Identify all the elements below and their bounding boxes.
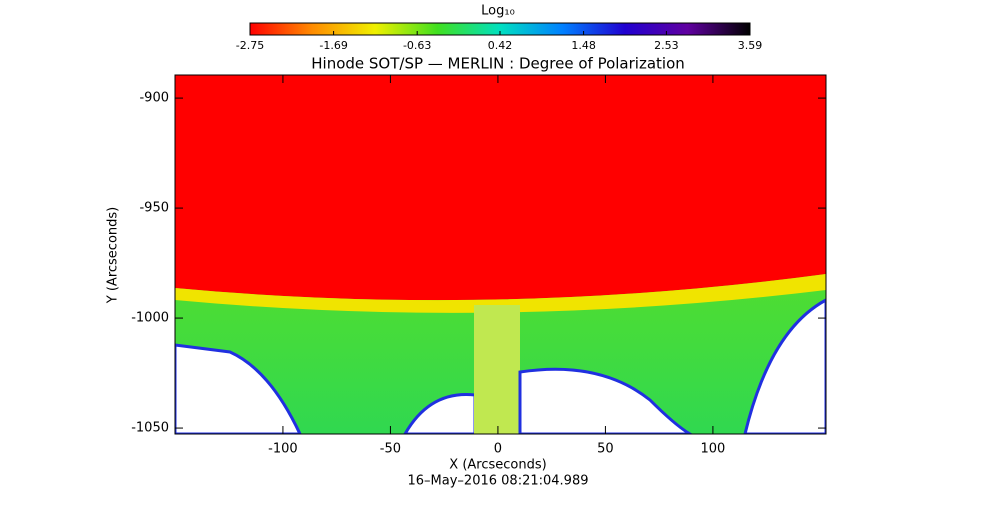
colorbar-tick-label: 2.53	[654, 39, 679, 52]
offdisk-right	[518, 367, 693, 434]
colorbar-tick-label: 3.59	[738, 39, 763, 52]
x-tick-label: 50	[597, 442, 614, 457]
colorbar-tick-label: -1.69	[319, 39, 347, 52]
y-tick-label: -900	[139, 91, 169, 106]
plot-frame	[174, 74, 827, 435]
x-tick-label: -100	[268, 442, 298, 457]
y-tick-label: -1000	[131, 311, 169, 326]
limb-region	[175, 75, 826, 301]
date-label: 16–May–2016 08:21:04.989	[408, 474, 589, 489]
x-tick-label: -50	[380, 442, 401, 457]
y-tick-label: -1050	[131, 421, 169, 436]
colorbar-label: Log₁₀	[481, 4, 515, 19]
chart-title: Hinode SOT/SP — MERLIN : Degree of Polar…	[311, 55, 685, 73]
x-axis-label: X (Arcseconds)	[449, 458, 546, 473]
y-tick-label: -950	[139, 201, 169, 216]
solar-image	[175, 75, 826, 434]
slit-strip	[474, 305, 520, 434]
colorbar-tick-label: -0.63	[403, 39, 431, 52]
colorbar-tick-label: 0.42	[488, 39, 513, 52]
limb-band	[175, 274, 826, 313]
colorbar-tick-label: -2.75	[236, 39, 264, 52]
y-axis-label: Y (Arcseconds)	[106, 207, 121, 304]
x-tick-label: 0	[494, 442, 502, 457]
colorbar-tick-label: 1.48	[571, 39, 596, 52]
x-tick-label: 100	[700, 442, 725, 457]
